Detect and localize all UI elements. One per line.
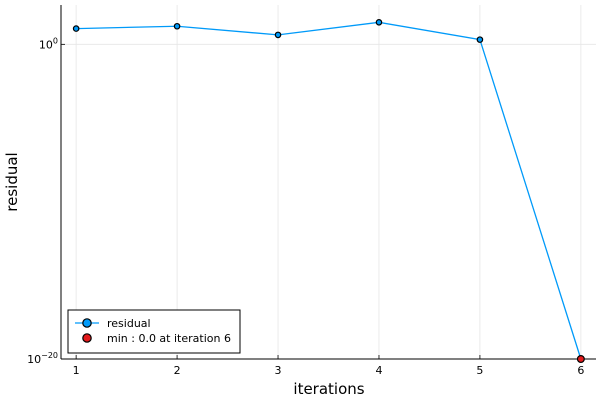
series-point-4 <box>375 19 383 26</box>
x-tick-label-1: 1 <box>73 364 80 377</box>
tick-labels: 1 2 3 4 5 6 100 10−20 <box>27 36 584 377</box>
series-point-3 <box>274 31 282 39</box>
y-tick-label-0: 100 <box>39 36 58 51</box>
series-point-1 <box>72 25 80 32</box>
x-tick-label-3: 3 <box>275 364 282 377</box>
x-tick-label-6: 6 <box>577 364 584 377</box>
legend-min-label: min : 0.0 at iteration 6 <box>107 332 231 345</box>
series-point-2 <box>173 22 181 30</box>
x-tick-label-2: 2 <box>174 364 181 377</box>
x-tick-label-5: 5 <box>476 364 483 377</box>
y-tick-label--20: 10−20 <box>27 351 58 366</box>
y-axis-label: residual <box>3 152 21 211</box>
axes <box>60 5 596 360</box>
x-tick-label-4: 4 <box>375 364 382 377</box>
legend: residual min : 0.0 at iteration 6 <box>67 309 241 354</box>
legend-min-marker <box>82 333 92 343</box>
grid <box>61 5 596 360</box>
series-point-5 <box>476 36 484 43</box>
min-marker-layer <box>576 355 585 364</box>
x-axis-label: iterations <box>293 380 364 398</box>
legend-residual-label: residual <box>107 317 151 330</box>
legend-box <box>67 309 241 354</box>
min-marker-point <box>576 355 585 364</box>
legend-residual-marker <box>82 318 92 328</box>
series-line-residual <box>76 21 582 360</box>
